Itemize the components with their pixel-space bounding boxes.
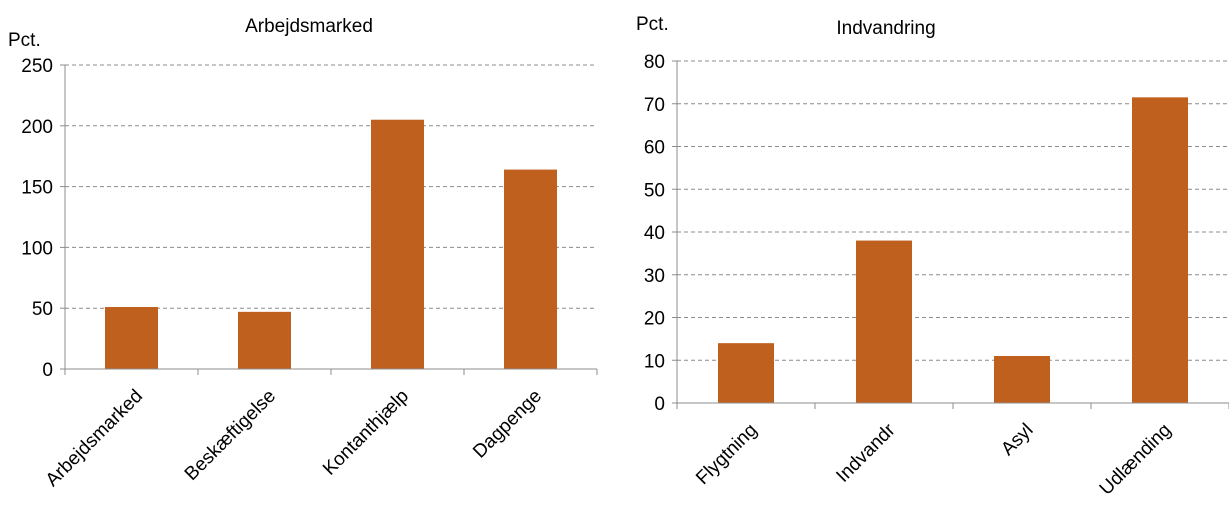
y-axis-label: Pct.	[8, 30, 41, 51]
y-tick-label: 50	[32, 299, 53, 320]
chart-title: Indvandring	[836, 18, 935, 39]
bar	[718, 343, 774, 403]
y-tick-label: 70	[644, 95, 665, 116]
x-tick-label: Flygtning	[692, 420, 761, 489]
bar	[1132, 97, 1188, 404]
bar	[994, 355, 1050, 403]
x-tick-label: Kontanthjælp	[319, 386, 413, 480]
x-tick-label: Asyl	[997, 420, 1037, 460]
axes	[60, 64, 598, 375]
bar	[238, 311, 291, 369]
y-tick-label: 200	[21, 117, 53, 138]
y-tick-label: 0	[654, 394, 665, 415]
y-tick-label: 100	[21, 238, 53, 259]
x-tick-label: Indvandr	[832, 419, 900, 487]
x-tick-label: Beskæftigelse	[181, 386, 280, 485]
x-tick-label: Dagpenge	[469, 386, 546, 463]
bar	[856, 240, 912, 403]
y-tick-label: 250	[21, 56, 53, 77]
y-tick-label: 150	[21, 178, 53, 199]
bar	[371, 119, 424, 369]
chart-indvandring: Indvandring Pct. 0 10 20 30 40 50 60 70 80 Flygt…	[636, 14, 1229, 500]
chart-title: Arbejdsmarked	[245, 16, 373, 37]
bar	[504, 169, 557, 369]
x-tick-label: Arbejdsmarked	[42, 386, 147, 491]
bar	[105, 306, 158, 369]
y-tick-label: 60	[644, 138, 665, 159]
bars	[718, 97, 1188, 404]
axes	[672, 60, 1229, 409]
bars	[105, 119, 557, 369]
y-tick-label: 0	[42, 360, 53, 381]
y-tick-label: 40	[644, 223, 665, 244]
x-tick-label: Udlænding	[1096, 420, 1176, 500]
y-tick-label: 80	[644, 52, 665, 73]
y-ticks: 0 50 100 150 200 250	[21, 56, 53, 381]
y-tick-label: 10	[644, 351, 665, 372]
x-ticks: Arbejdsmarked Beskæftigelse Kontanthjælp Da…	[42, 386, 546, 491]
y-axis-label: Pct.	[636, 14, 669, 35]
y-ticks: 0 10 20 30 40 50 60 70 80	[644, 52, 665, 415]
y-tick-label: 50	[644, 180, 665, 201]
x-ticks: Flygtning Indvandr Asyl Udlænding	[692, 419, 1175, 499]
chart-arbejdsmarked: Arbejdsmarked Pct. 0 50 100 150 200 250 Arbej…	[8, 16, 598, 491]
y-tick-label: 20	[644, 309, 665, 330]
y-tick-label: 30	[644, 266, 665, 287]
